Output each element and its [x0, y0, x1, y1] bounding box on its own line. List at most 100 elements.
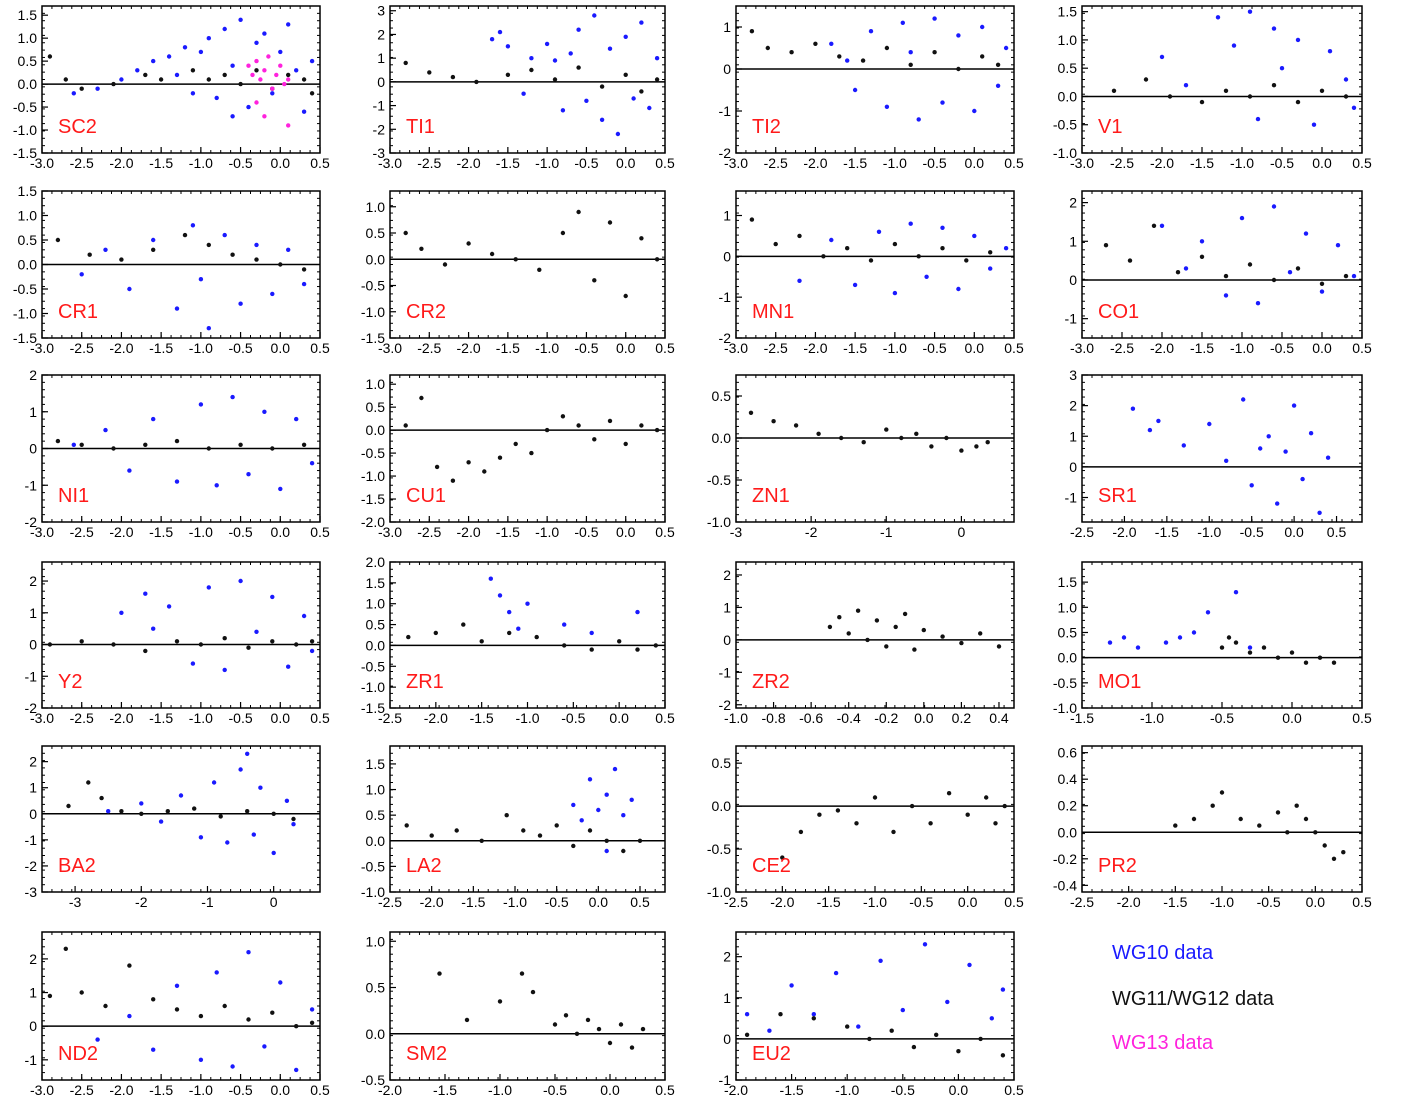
y-tick-label: -1.0	[361, 304, 385, 320]
point-wg10	[629, 797, 634, 802]
point-wg10	[1135, 645, 1141, 650]
y-tick-label: 1.0	[366, 376, 386, 392]
point-wg10	[284, 798, 290, 803]
point-wg10	[829, 41, 834, 46]
point-wg10	[884, 104, 890, 110]
point-wg11-12	[1271, 277, 1277, 283]
point-wg10	[294, 1067, 299, 1073]
point-wg11-12	[563, 1013, 569, 1018]
x-tick-label: 0.5	[655, 340, 675, 356]
panel-mo1: -1.5 -1.0 -0.5 0.0 0.51.51.00.50.0-0.5-1.0MO…	[1053, 561, 1372, 726]
point-wg10	[270, 291, 275, 297]
y-tick-label: -2.0	[361, 514, 385, 530]
x-tick-label: -2.0	[457, 524, 481, 540]
panel-label: CR2	[406, 301, 446, 323]
point-wg11-12	[988, 250, 993, 255]
point-wg11-12	[932, 50, 937, 55]
point-wg11-12	[1173, 823, 1178, 828]
point-wg13	[278, 63, 283, 68]
point-wg10	[1156, 418, 1161, 424]
point-wg11-12	[1247, 262, 1253, 267]
point-wg11-12	[560, 414, 566, 419]
point-wg11-12	[921, 627, 926, 633]
point-wg10	[1327, 49, 1333, 54]
y-tick-label: 0.5	[712, 755, 732, 771]
y-tick-label: 0	[377, 74, 385, 90]
x-tick-label: 0.0	[965, 340, 985, 356]
point-wg11-12	[47, 54, 53, 59]
panel-zr2: -1.0 -0.8 -0.6 -0.4 -0.2 0.0 0.2 0.4 2 1 0 -1 -2 ZR2	[719, 561, 1015, 726]
y-tick-label: 2	[377, 26, 385, 42]
point-wg11-12	[827, 624, 833, 630]
x-tick-label: 0.0	[965, 155, 985, 171]
point-wg13	[266, 54, 271, 59]
point-wg10	[829, 237, 834, 243]
point-wg10	[945, 999, 950, 1005]
point-wg10	[198, 1057, 204, 1063]
point-wg11-12	[1331, 856, 1337, 861]
x-tick-label: -0.5	[229, 1082, 253, 1098]
point-wg11-12	[537, 833, 543, 838]
y-tick-label: -1.0	[361, 468, 385, 484]
x-tick-label: 0.5	[310, 340, 330, 356]
point-wg10	[488, 576, 493, 581]
panel-y2: -3.0 -2.5 -2.0 -1.5 -1.0 -0.5 0.0 0.5 2 1 0 -1 -2 Y2	[25, 561, 330, 726]
y-tick-label: -0.5	[361, 1072, 385, 1088]
point-wg11-12	[837, 54, 842, 59]
point-wg10	[525, 601, 530, 606]
point-wg11-12	[513, 257, 518, 262]
point-wg10	[878, 958, 883, 963]
point-wg11-12	[860, 58, 866, 63]
point-wg13	[254, 100, 259, 105]
point-wg10	[286, 664, 291, 669]
point-wg10	[972, 233, 977, 239]
y-tick-label: -1	[1065, 311, 1078, 327]
point-wg10	[1191, 630, 1197, 635]
point-wg11-12	[1210, 803, 1215, 808]
x-tick-label: -1.0	[189, 710, 213, 726]
point-wg11-12	[286, 72, 291, 78]
point-wg10	[497, 593, 503, 598]
y-tick-label: -1	[25, 668, 38, 684]
x-tick-label: -2.0	[109, 340, 133, 356]
y-tick-label: -1.0	[707, 514, 731, 530]
point-wg10	[309, 648, 315, 654]
point-wg11-12	[811, 1016, 816, 1021]
point-wg10	[1291, 403, 1297, 408]
point-wg11-12	[1261, 645, 1267, 650]
x-tick-label: 0.0	[914, 710, 934, 726]
point-wg11-12	[891, 829, 896, 835]
point-wg11-12	[513, 441, 518, 447]
point-wg11-12	[301, 267, 307, 272]
y-tick-label: 0.0	[366, 422, 386, 438]
point-wg10	[309, 1007, 315, 1012]
x-tick-label: -1.5	[496, 155, 520, 171]
x-tick-label: 0.0	[958, 894, 978, 910]
point-wg10	[301, 281, 307, 287]
panel-label: ZR2	[752, 671, 790, 693]
point-wg11-12	[576, 423, 581, 428]
y-tick-label: 0.5	[18, 232, 38, 248]
panel-cu1: -3.0 -2.5 -2.0 -1.5 -1.0 -0.5 0.0 0.5 1.0 0.5 0.0 -…	[361, 374, 675, 540]
point-wg10	[521, 91, 526, 96]
x-tick-label: -2.0	[457, 340, 481, 356]
point-wg11-12	[1289, 650, 1295, 655]
point-wg11-12	[798, 829, 804, 835]
point-wg11-12	[554, 823, 559, 828]
point-wg11-12	[908, 62, 913, 67]
point-wg11-12	[309, 91, 315, 96]
point-wg11-12	[206, 446, 211, 451]
x-tick-label: -0.5	[574, 155, 598, 171]
point-wg11-12	[985, 440, 990, 445]
point-wg11-12	[309, 639, 315, 644]
point-wg10	[251, 832, 256, 837]
point-wg11-12	[940, 246, 945, 251]
point-wg11-12	[270, 1010, 275, 1015]
panel-label: PR2	[1098, 855, 1137, 877]
point-wg11-12	[66, 803, 71, 809]
x-tick-label: -3.0	[724, 340, 748, 356]
point-wg11-12	[87, 252, 92, 257]
point-wg10	[1159, 54, 1165, 60]
point-wg11-12	[151, 247, 156, 252]
x-tick-label: -1.0	[1197, 524, 1221, 540]
